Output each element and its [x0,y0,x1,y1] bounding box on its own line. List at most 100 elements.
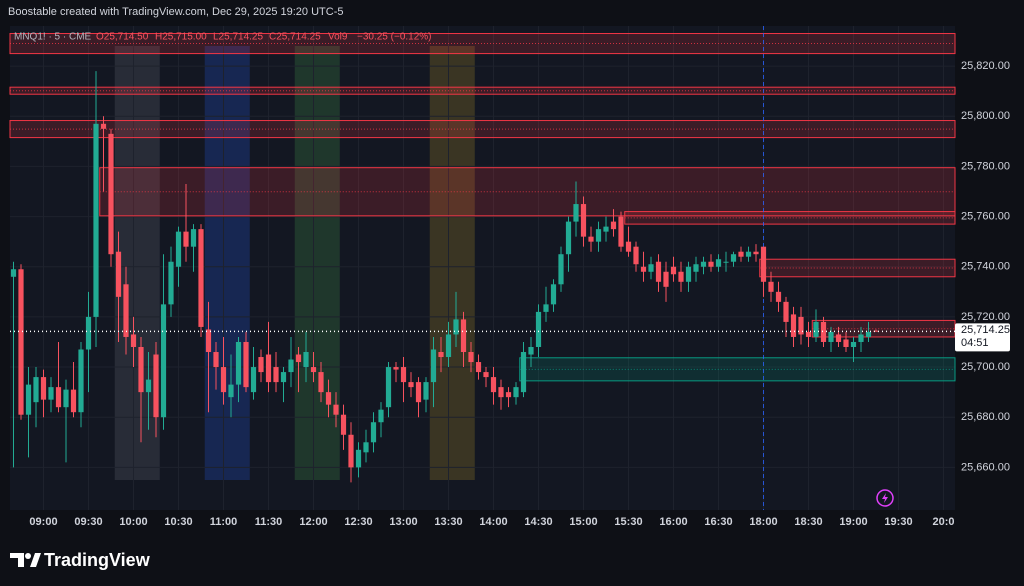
candle-body [108,133,114,255]
candle-body [558,254,564,285]
legend-low: L25,714.25 [213,32,263,43]
brand-logo[interactable]: TradingView [10,550,151,570]
x-tick-label: 14:00 [479,516,507,528]
candle-body [835,334,842,342]
candle-body [318,372,324,393]
candle-body [355,449,362,468]
candle-body [715,259,722,267]
candle-body [63,389,69,408]
candle-body [33,377,39,403]
plot-area [10,26,955,510]
candle-body [175,231,182,267]
candle-body [768,281,774,292]
session-highlight [429,46,475,480]
x-tick-label: 18:30 [794,516,822,528]
candle-body [828,331,834,342]
candle-body [813,321,819,337]
candle-body [340,414,347,435]
candle-body [25,384,32,415]
candle-body [693,264,699,272]
x-tick-label: 20:0 [932,516,954,528]
candle-body [535,311,542,347]
candle-body [700,261,707,267]
x-tick-label: 09:00 [29,516,57,528]
alert-icon[interactable] [876,489,894,507]
candle-body [775,291,782,302]
candle-body [640,266,647,272]
candle-body [408,382,414,388]
y-tick-label: 25,820.00 [961,60,1010,72]
candle-body [438,352,444,358]
candle-body [250,367,257,393]
candle-body [93,123,99,317]
candle-body [48,387,54,400]
candle-body [378,409,384,423]
y-tick-label: 25,680.00 [961,411,1010,423]
candle-body [423,382,429,400]
candle-body [843,339,849,347]
candle-body [790,314,797,337]
legend: MNQ1! · 5 · CME O25,714.50 H25,715.00 L2… [14,32,432,43]
candle-body [453,319,459,335]
x-tick-label: 12:30 [344,516,372,528]
candle-body [685,266,692,282]
candle-body [123,284,129,337]
candle-body [168,261,174,305]
candle-body [183,231,189,247]
candle-body [213,352,219,368]
x-tick-label: 14:30 [524,516,552,528]
candle-body [670,266,677,275]
candle-body [288,359,294,373]
candle-body [445,334,452,358]
candle-body [475,362,482,373]
candle-body [490,377,497,393]
candle-body [625,241,632,252]
candle-body [85,316,92,350]
x-tick-label: 10:00 [119,516,147,528]
legend-high: H25,715.00 [155,32,207,43]
countdown-label: 04:51 [961,337,989,349]
candle-body [663,271,669,287]
y-tick-label: 25,760.00 [961,210,1010,222]
brand-name: TradingView [44,550,151,570]
price-zone [99,167,956,217]
candle-body [865,331,872,337]
candle-body [580,204,587,237]
candle-body [460,319,467,353]
candle-body [805,331,812,337]
candle-body [595,229,602,242]
candle-body [145,379,152,393]
candle-body [798,316,804,335]
legend-volume: Vol9 [328,32,348,43]
candle-body [723,261,729,263]
candle-body [55,387,62,408]
candle-body [783,301,789,322]
candle-body [235,341,242,385]
candle-body [730,254,737,262]
candle-body [393,367,399,370]
candle-body [130,334,137,347]
candle-body [78,349,84,413]
x-tick-label: 09:30 [74,516,102,528]
candle-body [738,251,744,257]
x-tick-label: 18:00 [749,516,777,528]
candle-body [498,387,504,398]
candle-body [295,354,302,363]
candle-body [280,372,287,383]
x-tick-label: 16:00 [659,516,687,528]
y-tick-label: 25,780.00 [961,160,1010,172]
candle-body [18,269,24,415]
candle-body [348,434,354,468]
candle-body [603,226,609,232]
session-highlight [114,46,160,480]
candle-body [243,341,249,388]
background-layer [10,26,955,510]
candle-body [528,346,534,355]
x-tick-label: 15:00 [569,516,597,528]
candle-body [850,341,857,347]
x-tick-label: 11:30 [255,516,283,528]
candle-body [745,251,752,257]
legend-open: O25,714.50 [96,32,149,43]
